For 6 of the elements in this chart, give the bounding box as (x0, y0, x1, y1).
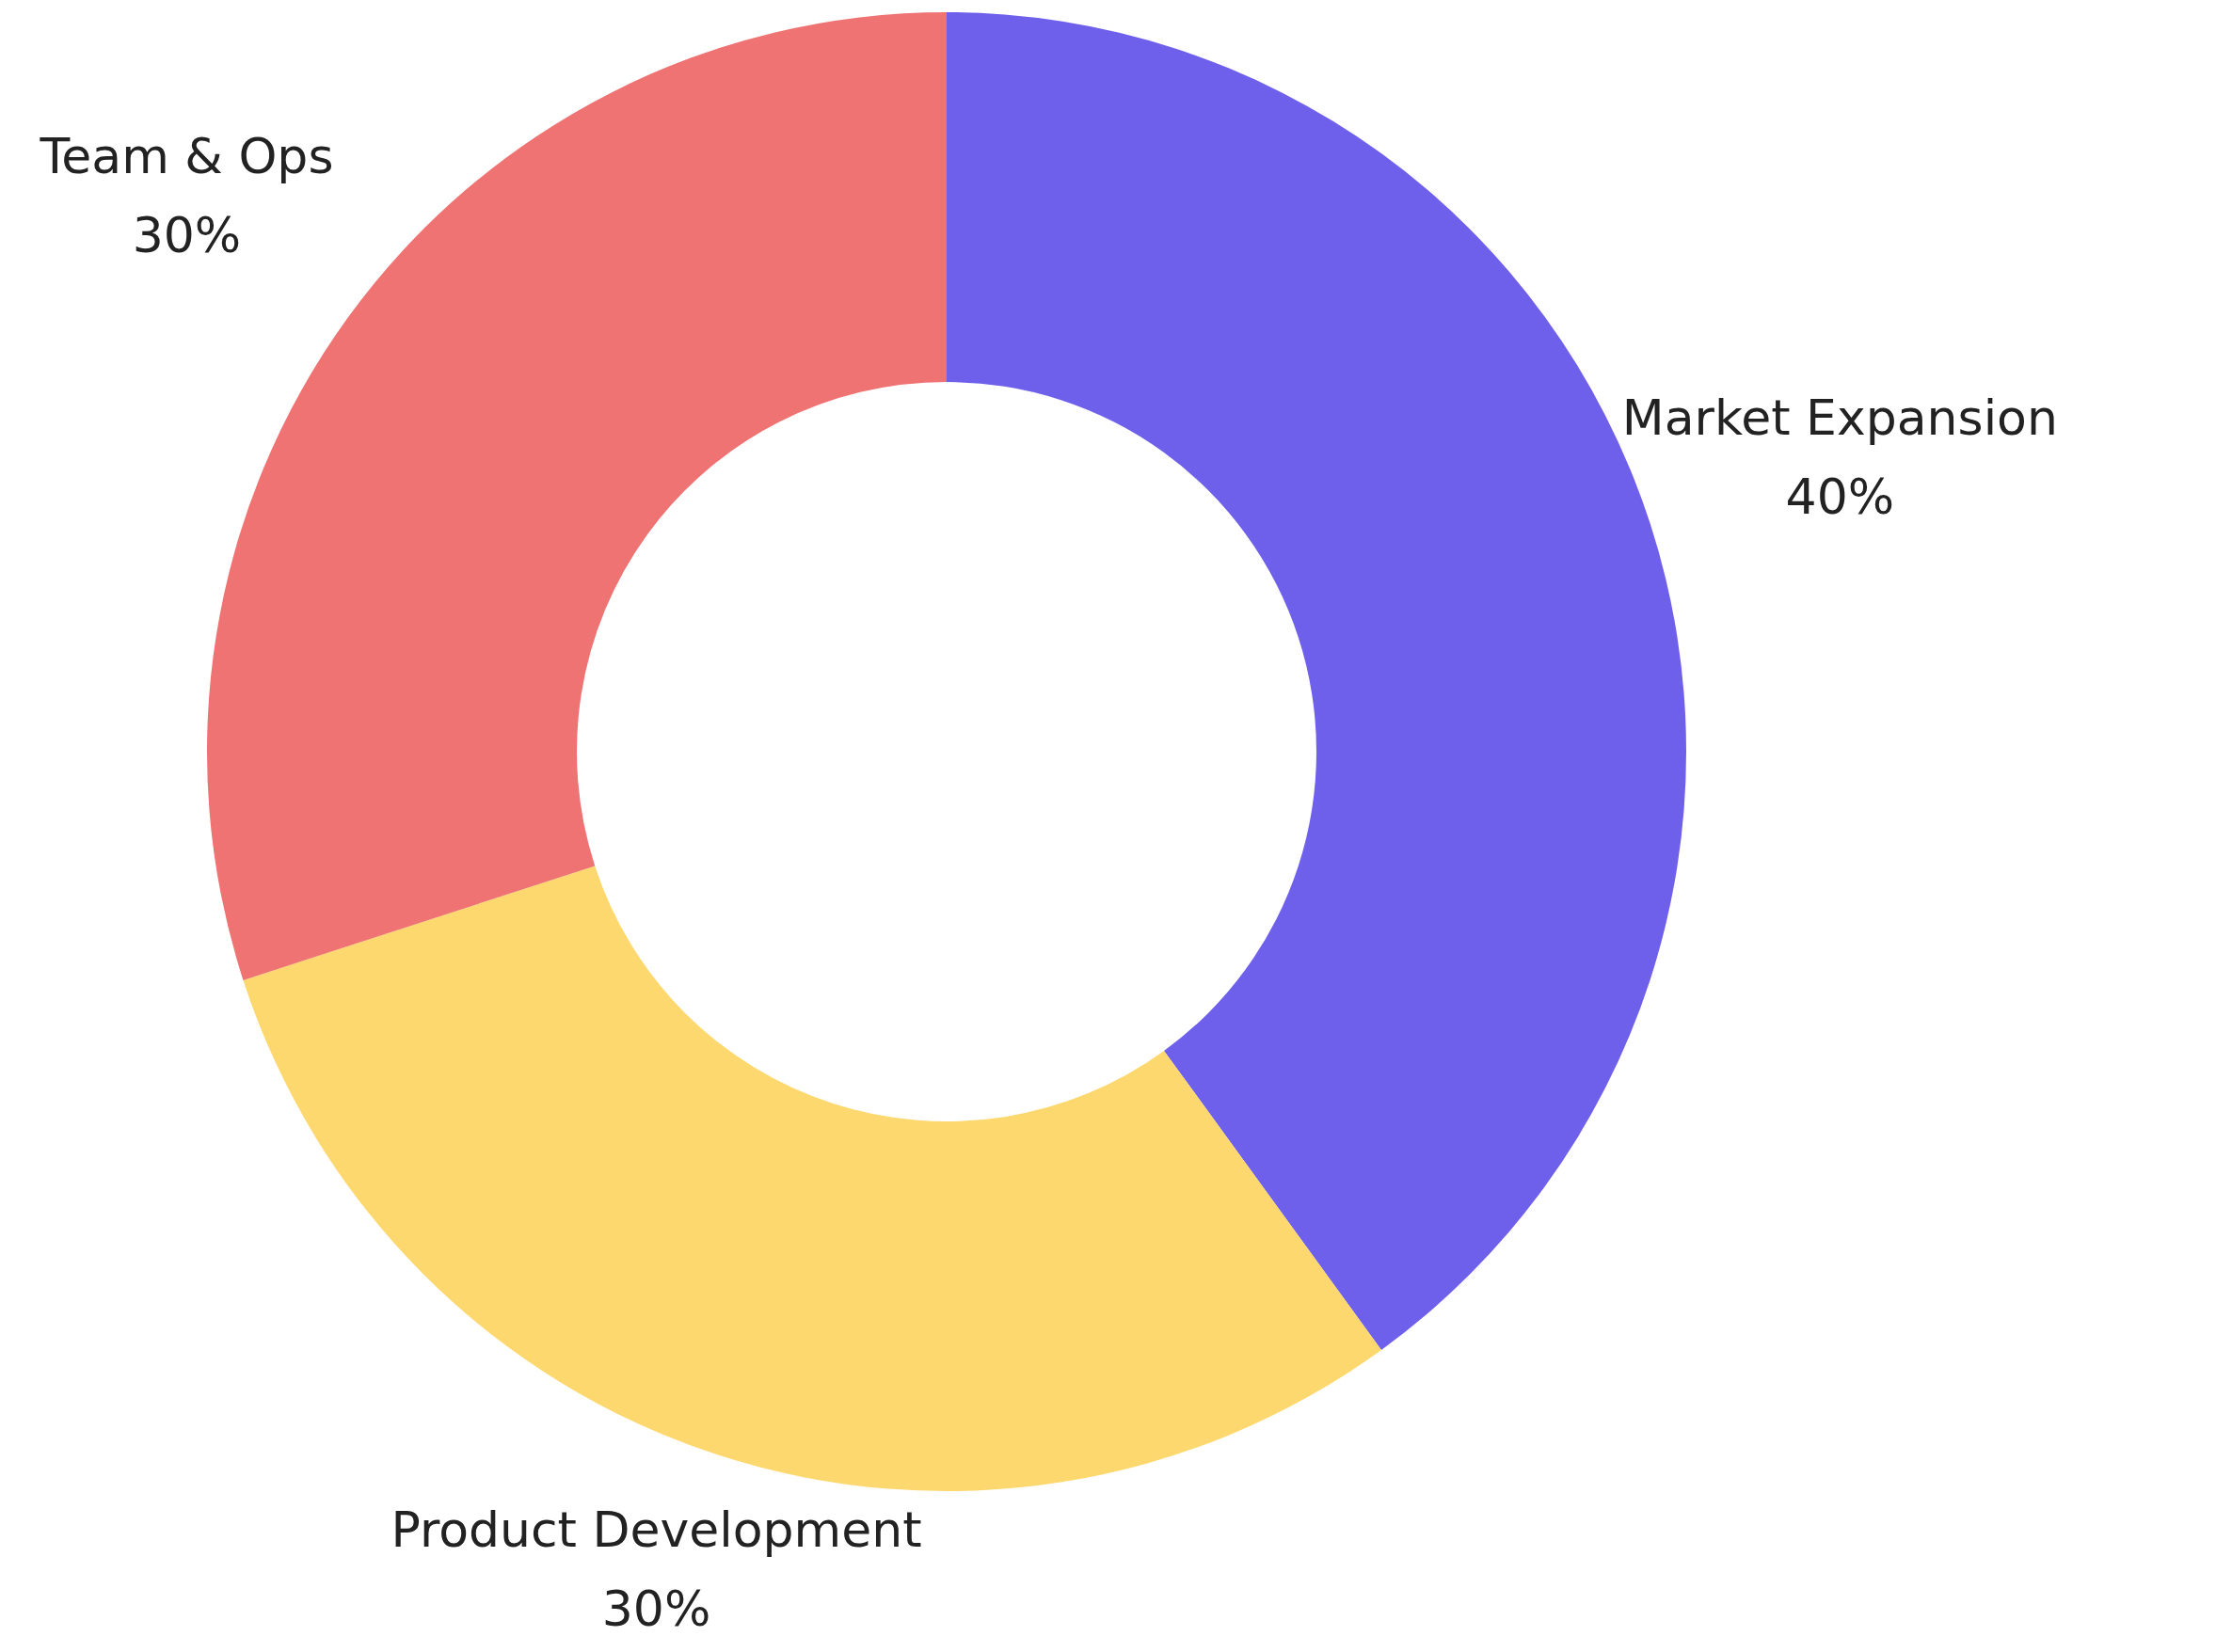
data-label: 30% (601, 1580, 711, 1637)
data-label: 40% (1785, 469, 1895, 526)
slice-label: Product Development (391, 1501, 922, 1558)
data-label: 30% (132, 206, 242, 263)
slice-label: Market Expansion (1621, 389, 2058, 447)
slice-label: Team & Ops (39, 127, 334, 184)
